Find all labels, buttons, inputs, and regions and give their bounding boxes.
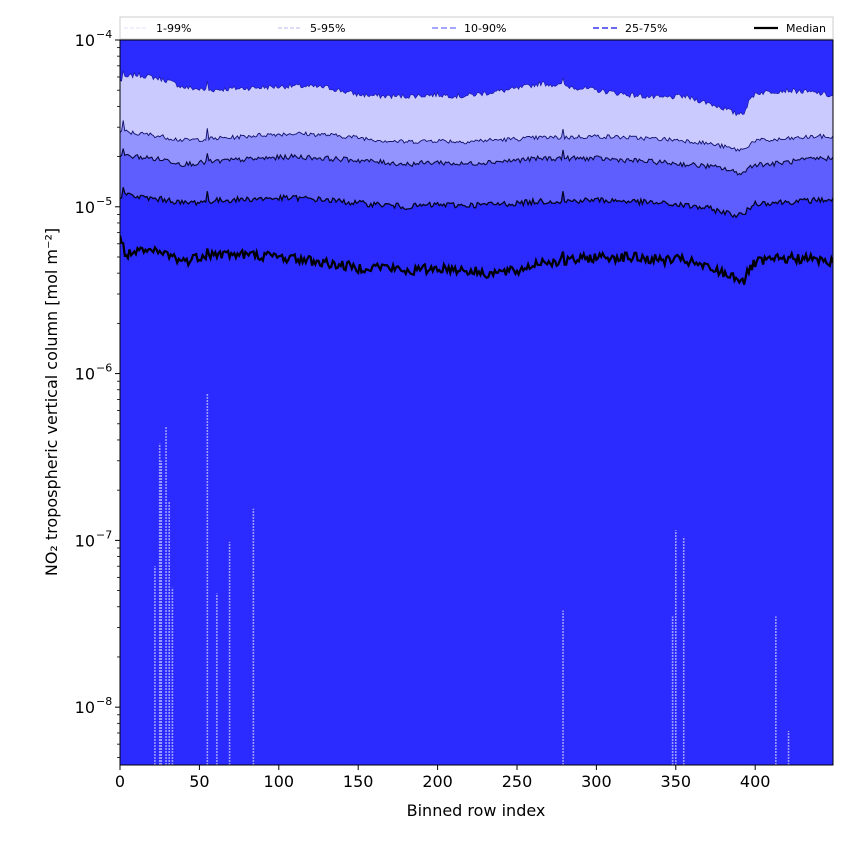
x-tick-label: 0 [115, 772, 125, 791]
x-tick-label: 400 [740, 772, 771, 791]
legend: 1-99% 5-95% 10-90% 25-75% Median [119, 16, 834, 40]
y-tick-exponent: −8 [96, 695, 112, 708]
legend-box [119, 16, 834, 40]
y-tick-label: 10 [75, 198, 95, 217]
y-tick-exponent: −7 [96, 528, 112, 541]
legend-item: 25-75% [593, 22, 667, 35]
legend-label: Median [786, 22, 826, 35]
y-tick-label: 10 [75, 31, 95, 50]
legend-label: 1-99% [156, 22, 191, 35]
legend-item: 1-99% [124, 22, 191, 35]
legend-item: 5-95% [278, 22, 345, 35]
x-tick-label: 300 [581, 772, 612, 791]
y-tick-label: 10 [75, 531, 95, 550]
line-99 [120, 70, 833, 117]
y-tick-label: 10 [75, 698, 95, 717]
legend-label: 10-90% [464, 22, 506, 35]
y-tick-exponent: −6 [96, 362, 112, 375]
legend-label: 25-75% [625, 22, 667, 35]
x-tick-label: 100 [264, 772, 295, 791]
x-tick-label: 50 [189, 772, 209, 791]
x-tick-label: 150 [343, 772, 374, 791]
band-25-75 [120, 148, 833, 218]
axes: 0 50 100 150 200 250 300 350 40010−810−710−610−5… [75, 28, 834, 791]
x-tick-label: 350 [661, 772, 692, 791]
legend-item: 10-90% [432, 22, 506, 35]
band-10-90 [120, 120, 833, 175]
median-line [120, 235, 833, 285]
line-95 [120, 120, 833, 152]
y-tick-exponent: −5 [96, 195, 112, 208]
plot-area [120, 40, 833, 765]
x-tick-label: 250 [502, 772, 533, 791]
plot-frame [119, 39, 834, 766]
line-90 [120, 148, 833, 176]
band-5-95 [120, 70, 833, 151]
x-axis-label: Binned row index [407, 801, 546, 820]
line-75 [120, 187, 833, 219]
legend-item: Median [754, 22, 826, 35]
y-tick-label: 10 [75, 365, 95, 384]
y-tick-exponent: −4 [96, 28, 112, 41]
legend-label: 5-95% [310, 22, 345, 35]
y-axis-label: NO₂ tropospheric vertical column [mol m⁻… [42, 228, 61, 576]
x-tick-label: 200 [422, 772, 453, 791]
